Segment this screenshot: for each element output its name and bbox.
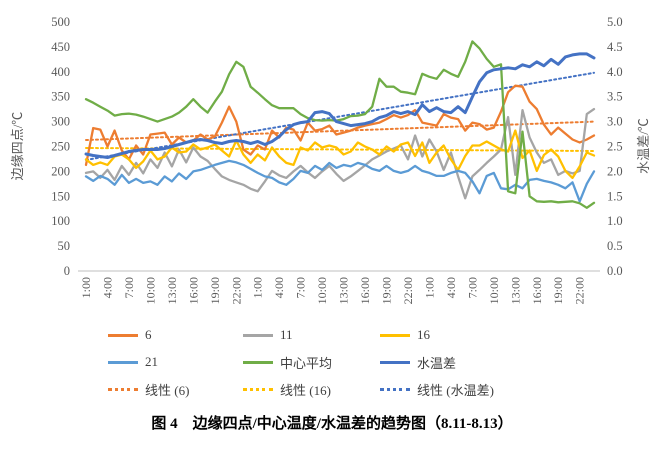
x-axis-tick: 1:00 bbox=[79, 277, 93, 298]
left-axis-tick: 50 bbox=[58, 239, 71, 253]
figure-caption: 图 4 边缘四点/中心温度/水温差的趋势图（8.11-8.13） bbox=[151, 416, 513, 432]
left-axis-tick: 150 bbox=[51, 189, 70, 203]
right-axis-tick: 0.0 bbox=[607, 264, 623, 278]
legend-swatch-linear-6-icon bbox=[108, 387, 138, 391]
legend-swatch-linear-water-temp-diff-icon bbox=[380, 387, 410, 391]
legend-swatch-series-21-icon bbox=[108, 360, 138, 364]
trendline-线性 (6) bbox=[85, 120, 595, 142]
x-axis-tick: 16:00 bbox=[358, 277, 372, 304]
right-axis-title: 水温差/℃ bbox=[636, 118, 651, 174]
legend-swatch-series-16-icon bbox=[380, 333, 410, 337]
legend-label-linear-16: 线性 (16) bbox=[280, 382, 331, 398]
left-axis-tick: 300 bbox=[51, 115, 70, 129]
legend-swatch-series-11-icon bbox=[243, 333, 273, 337]
x-axis-tick: 16:00 bbox=[186, 277, 200, 304]
legend-label-linear-6: 线性 (6) bbox=[145, 382, 190, 398]
x-axis-tick: 19:00 bbox=[551, 277, 565, 304]
x-axis-tick: 1:00 bbox=[251, 277, 265, 298]
x-axis-tick: 13:00 bbox=[508, 277, 522, 304]
series-line-中心平均 bbox=[84, 40, 596, 209]
x-axis-tick: 13:00 bbox=[165, 277, 179, 304]
x-axis-tick: 22:00 bbox=[401, 277, 415, 304]
legend-label-series-11: 11 bbox=[280, 327, 293, 342]
legend-swatch-center-average-icon bbox=[243, 360, 273, 364]
left-axis-tick: 350 bbox=[51, 90, 70, 104]
x-axis-tick: 13:00 bbox=[337, 277, 351, 304]
right-axis-tick: 2.5 bbox=[607, 140, 623, 154]
x-axis-tick: 16:00 bbox=[530, 277, 544, 304]
right-axis-tick: 3.0 bbox=[607, 115, 623, 129]
x-axis-tick: 4:00 bbox=[444, 277, 458, 298]
right-axis-tick: 1.0 bbox=[607, 214, 623, 228]
left-axis-tick: 200 bbox=[51, 164, 70, 178]
legend-swatch-water-temp-diff-icon bbox=[380, 360, 410, 364]
x-axis-tick: 7:00 bbox=[465, 277, 479, 298]
legend-label-center-average: 中心平均 bbox=[280, 355, 333, 371]
left-axis-tick: 0 bbox=[64, 264, 70, 278]
legend-item-series-16: 16 bbox=[380, 326, 550, 344]
legend-label-series-6: 6 bbox=[145, 327, 152, 342]
chart-legend: 6 11 16 21 中心平均 水温差 线性 (6) 线性 (16) bbox=[108, 326, 568, 398]
legend-label-series-21: 21 bbox=[145, 354, 158, 369]
right-axis-tick: 4.5 bbox=[607, 40, 623, 54]
left-axis-title: 边缘四点/℃ bbox=[10, 112, 25, 181]
right-axis-tick: 0.5 bbox=[607, 239, 623, 253]
x-axis-tick: 4:00 bbox=[272, 277, 286, 298]
x-axis-tick: 7:00 bbox=[294, 277, 308, 298]
left-axis-tick: 100 bbox=[51, 214, 70, 228]
legend-item-center-average: 中心平均 bbox=[243, 353, 380, 371]
legend-item-linear-6: 线性 (6) bbox=[108, 380, 243, 398]
right-axis-tick: 4.0 bbox=[607, 65, 623, 79]
legend-item-series-6: 6 bbox=[108, 326, 243, 344]
left-axis-tick: 450 bbox=[51, 40, 70, 54]
x-axis-tick: 10:00 bbox=[487, 277, 501, 304]
x-axis-tick: 19:00 bbox=[380, 277, 394, 304]
right-axis-tick: 1.5 bbox=[607, 189, 623, 203]
left-axis-tick: 250 bbox=[51, 140, 70, 154]
right-axis-tick: 2.0 bbox=[607, 164, 623, 178]
legend-item-water-temp-diff: 水温差 bbox=[380, 353, 550, 371]
right-axis-tick: 5.0 bbox=[607, 15, 623, 29]
x-axis-tick: 4:00 bbox=[100, 277, 114, 298]
legend-item-series-21: 21 bbox=[108, 353, 243, 371]
x-axis-tick: 7:00 bbox=[122, 277, 136, 298]
x-axis-tick: 22:00 bbox=[573, 277, 587, 304]
x-axis-tick: 10:00 bbox=[315, 277, 329, 304]
trend-chart: 0 50 100 150 200 250 300 350 400 450 500 0.0 0.5 1.0 1… bbox=[10, 15, 651, 304]
series-line-11 bbox=[84, 107, 596, 200]
left-axis-tick: 500 bbox=[51, 15, 70, 29]
series-line-6 bbox=[84, 84, 596, 167]
x-axis-tick: 22:00 bbox=[229, 277, 243, 304]
legend-swatch-linear-16-icon bbox=[243, 387, 273, 391]
series-line-21 bbox=[84, 159, 596, 203]
series-line-16 bbox=[84, 129, 596, 180]
legend-label-water-temp-diff: 水温差 bbox=[417, 355, 457, 371]
x-axis-tick: 19:00 bbox=[208, 277, 222, 304]
left-axis-tick: 400 bbox=[51, 65, 70, 79]
legend-label-linear-water-temp-diff: 线性 (水温差) bbox=[417, 382, 494, 398]
legend-item-series-11: 11 bbox=[243, 326, 380, 344]
legend-item-linear-water-temp-diff: 线性 (水温差) bbox=[380, 380, 550, 398]
legend-item-linear-16: 线性 (16) bbox=[243, 380, 380, 398]
series-line-水温差 bbox=[84, 52, 596, 159]
x-axis-tick: 10:00 bbox=[143, 277, 157, 304]
legend-swatch-series-6-icon bbox=[108, 333, 138, 337]
legend-label-series-16: 16 bbox=[417, 327, 430, 342]
x-axis-tick: 1:00 bbox=[422, 277, 436, 298]
right-axis-tick: 3.5 bbox=[607, 90, 623, 104]
